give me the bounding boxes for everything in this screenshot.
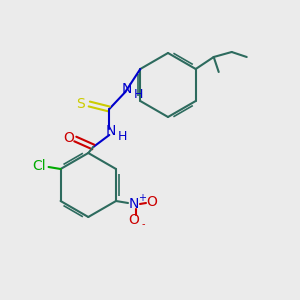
Text: N: N: [106, 124, 116, 138]
Text: Cl: Cl: [32, 159, 45, 173]
Text: N: N: [122, 82, 133, 96]
Text: S: S: [76, 97, 85, 111]
Text: N: N: [129, 197, 139, 211]
Text: O: O: [129, 213, 140, 227]
Text: -: -: [141, 219, 145, 229]
Text: O: O: [63, 131, 74, 145]
Text: O: O: [147, 195, 158, 209]
Text: H: H: [134, 88, 143, 100]
Text: H: H: [118, 130, 127, 142]
Text: +: +: [138, 193, 146, 203]
